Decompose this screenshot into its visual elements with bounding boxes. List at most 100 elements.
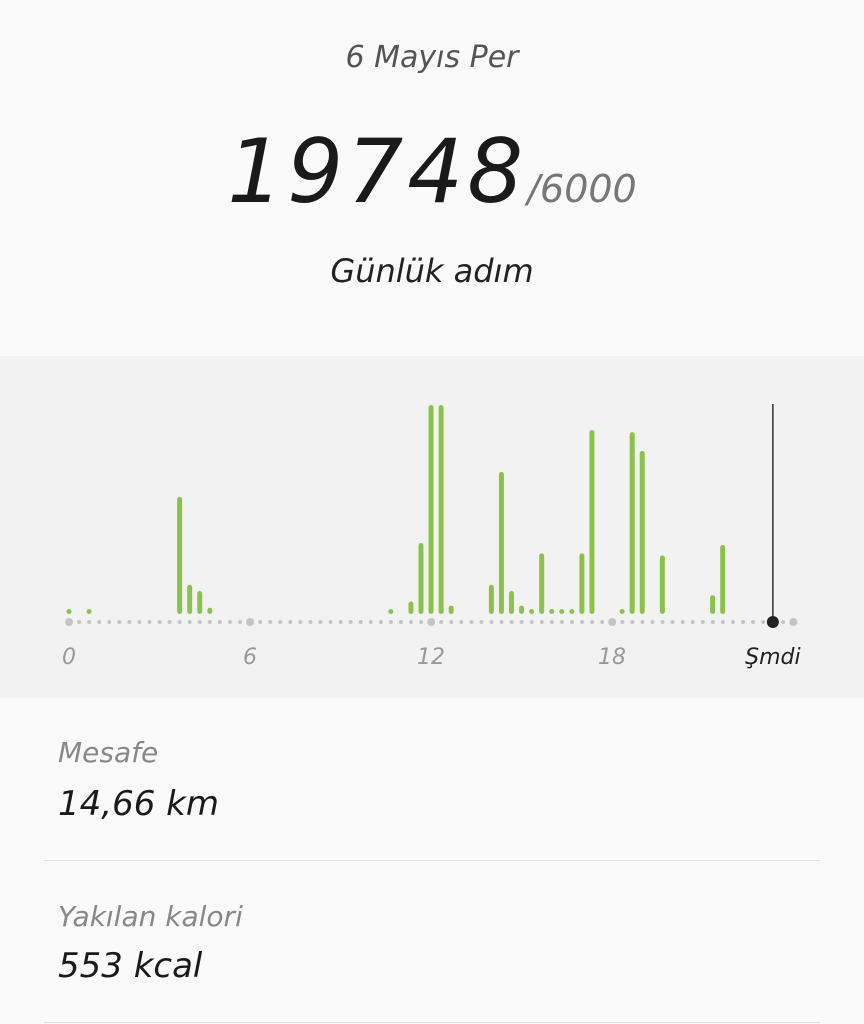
axis-dot [670,620,675,624]
bar-16 [529,609,535,614]
axis-dot [318,620,323,624]
bar-10 [438,405,444,614]
axis-dot [328,620,333,624]
axis-dot [298,620,303,624]
bar-8 [418,542,424,614]
axis-major-dot [65,618,73,626]
bar-24 [629,432,635,614]
axis-dot [137,620,142,624]
axis-dot [77,620,82,624]
axis-dot [690,620,695,624]
axis-dot [348,620,353,624]
bar-22 [589,430,595,614]
axis-dot [539,620,544,624]
axis-dot [590,620,595,624]
bar-19 [559,609,565,614]
x-tick-label: 0 [62,645,76,670]
axis-dot [489,620,494,624]
bar-12 [488,584,494,614]
axis-dot [519,620,524,624]
calories-label: Yakılan kalori [58,900,243,933]
axis-dot [177,620,182,624]
daily-steps-label: Günlük adım [330,252,534,290]
axis-dot [87,620,92,624]
axis-dot [278,620,283,624]
bar-18 [549,609,555,614]
axis-major-dot [427,618,436,626]
axis-dot [207,620,212,624]
axis-dot [600,620,605,624]
x-tick-label: 12 [417,645,445,670]
axis-dot [640,620,645,624]
axis-dot [469,620,474,624]
bar-11 [448,605,454,614]
axis-dot [127,620,132,624]
axis-dot [680,620,685,624]
axis-dot [288,620,293,624]
axis-dot [197,620,202,624]
axis-dot [781,620,786,624]
axis-dot [268,620,273,624]
bar-20 [569,609,575,614]
distance-value: 14,66 km [58,784,219,824]
axis-dot [499,620,504,624]
axis-dot [378,620,383,624]
bar-1 [86,609,92,614]
x-tick-label: 18 [598,645,626,670]
now-marker [766,616,779,628]
bar-2 [177,496,183,614]
axis-dot [258,620,263,624]
hourly-steps-chart[interactable]: 0 6 12 18 Şmdi [0,356,864,698]
axis-dot [449,620,454,624]
bar-25 [639,450,645,614]
axis-dot [238,620,243,624]
calories-value: 553 kcal [58,946,203,986]
bar-17 [539,553,545,614]
bar-28 [720,545,726,614]
axis-dot [167,620,172,624]
axis-dot [227,620,232,624]
axis-dot [580,620,585,624]
bar-6 [388,609,394,614]
axis-dot [741,620,746,624]
axis-dot [509,620,514,624]
axis-dot [559,620,564,624]
axis-dot [751,620,756,624]
axis-dot [459,620,464,624]
now-label: Şmdi [745,645,800,670]
bar-23 [619,609,625,614]
axis-dot [117,620,122,624]
bar-4 [197,591,203,614]
divider [44,860,820,861]
axis-major-dot [608,618,617,626]
axis-dot [730,620,735,624]
axis-dot [358,620,363,624]
axis-dot [439,620,444,624]
axis-dot [549,620,554,624]
axis-dot [368,620,373,624]
step-count: 19748/6000 [0,120,864,223]
date-label: 6 Mayıs Per [345,40,519,75]
bar-0 [66,609,72,614]
axis-dot [761,620,766,624]
axis-dot [338,620,343,624]
axis-dot [217,620,222,624]
axis-dot [308,620,313,624]
axis-dot [388,620,393,624]
distance-label: Mesafe [58,736,159,769]
axis-dot [409,620,414,624]
chart-svg: 0 6 12 18 Şmdi [62,404,801,670]
axis-dot [187,620,192,624]
x-tick-label: 6 [243,645,257,670]
step-count-value: 19748 [227,120,528,223]
bar-7 [408,601,414,614]
bar-13 [498,471,504,614]
axis-dot [529,620,534,624]
axis-dot [157,620,162,624]
axis-dot [398,620,403,624]
axis-dot [650,620,655,624]
axis-dot [660,620,665,624]
bar-5 [207,607,213,614]
axis-dot [630,620,635,624]
step-goal: /6000 [527,167,637,211]
